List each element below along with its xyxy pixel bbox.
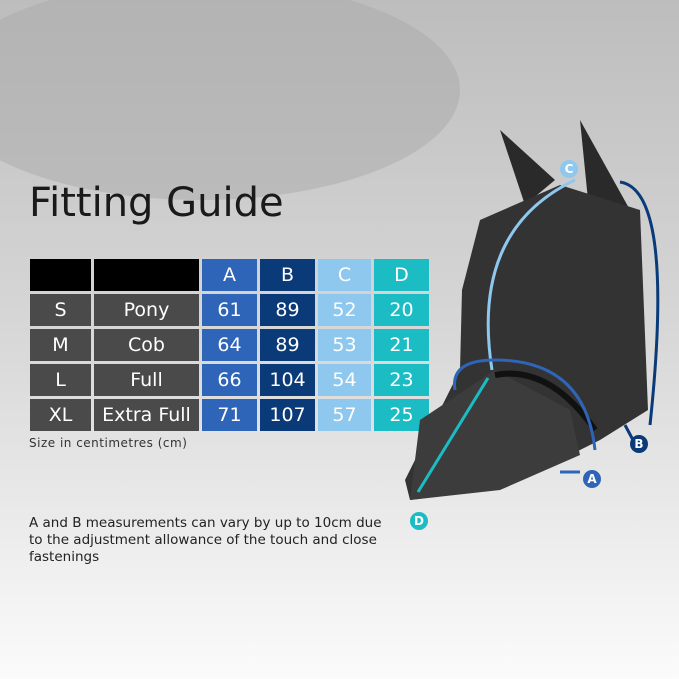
c-cell: 53 bbox=[318, 329, 371, 361]
header-blank bbox=[94, 259, 199, 291]
measurement-note: A and B measurements can vary by up to 1… bbox=[29, 515, 382, 565]
name-cell: Extra Full bbox=[94, 399, 199, 431]
c-cell: 57 bbox=[318, 399, 371, 431]
table-row: XL Extra Full 71 107 57 25 bbox=[30, 399, 429, 431]
table-row: S Pony 61 89 52 20 bbox=[30, 294, 429, 326]
b-cell: 89 bbox=[260, 294, 315, 326]
measure-c-arrow bbox=[486, 178, 576, 371]
label-a: A bbox=[583, 470, 601, 488]
b-cell: 89 bbox=[260, 329, 315, 361]
measure-b-arrow bbox=[619, 180, 660, 426]
measure-a-arrow bbox=[453, 358, 597, 451]
size-cell: M bbox=[30, 329, 91, 361]
a-cell: 64 bbox=[202, 329, 257, 361]
header-a: A bbox=[202, 259, 257, 291]
ear-right bbox=[580, 120, 630, 220]
b-cell: 104 bbox=[260, 364, 315, 396]
header-d: D bbox=[374, 259, 429, 291]
size-cell: S bbox=[30, 294, 91, 326]
c-cell: 54 bbox=[318, 364, 371, 396]
name-cell: Cob bbox=[94, 329, 199, 361]
header-b: B bbox=[260, 259, 315, 291]
mask-nose bbox=[410, 370, 580, 500]
table-row: L Full 66 104 54 23 bbox=[30, 364, 429, 396]
c-cell: 52 bbox=[318, 294, 371, 326]
header-c: C bbox=[318, 259, 371, 291]
name-cell: Full bbox=[94, 364, 199, 396]
label-b: B bbox=[630, 435, 648, 453]
table-row: M Cob 64 89 53 21 bbox=[30, 329, 429, 361]
d-cell: 21 bbox=[374, 329, 429, 361]
size-table: A B C D S Pony 61 89 52 20 M Cob 64 89 5… bbox=[27, 256, 432, 434]
d-cell: 23 bbox=[374, 364, 429, 396]
table-header-row: A B C D bbox=[30, 259, 429, 291]
measure-d-arrow bbox=[416, 377, 490, 493]
page-title: Fitting Guide bbox=[29, 180, 284, 226]
units-caption: Size in centimetres (cm) bbox=[29, 436, 188, 450]
size-cell: L bbox=[30, 364, 91, 396]
a-cell: 71 bbox=[202, 399, 257, 431]
label-c: C bbox=[560, 160, 578, 178]
name-cell: Pony bbox=[94, 294, 199, 326]
a-cell: 66 bbox=[202, 364, 257, 396]
header-blank bbox=[30, 259, 91, 291]
a-cell: 61 bbox=[202, 294, 257, 326]
d-cell: 20 bbox=[374, 294, 429, 326]
horse-fly-mask-illustration bbox=[405, 120, 660, 500]
ear-left bbox=[500, 130, 555, 205]
b-cell: 107 bbox=[260, 399, 315, 431]
label-d: D bbox=[410, 512, 428, 530]
size-cell: XL bbox=[30, 399, 91, 431]
